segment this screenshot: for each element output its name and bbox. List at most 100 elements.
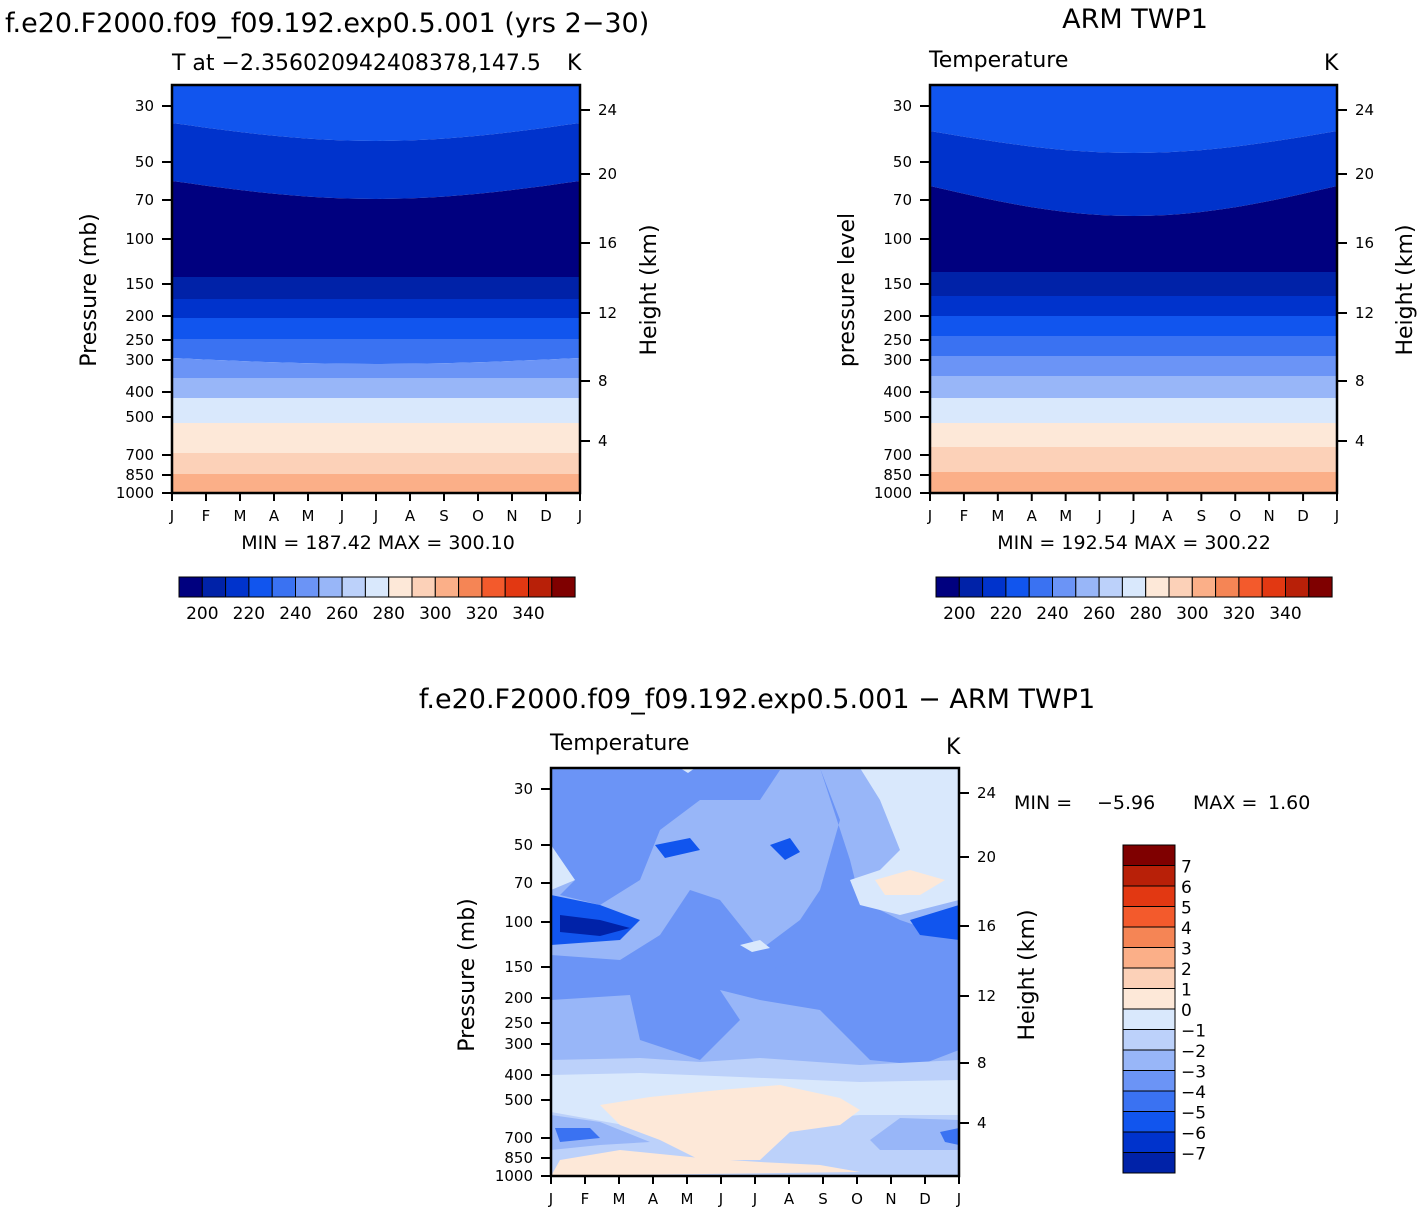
colorbar-swatch — [271, 576, 297, 598]
x-tick-label: M — [302, 507, 315, 525]
x-tick-label: S — [818, 1190, 828, 1208]
x-tick-label: M — [234, 507, 247, 525]
colorbar-swatch — [411, 576, 436, 598]
max-label: MAX = — [1193, 792, 1257, 814]
y-tick-label: 700 — [883, 446, 912, 464]
x-tick-label: F — [581, 1190, 590, 1208]
colorbar-swatch — [528, 576, 553, 598]
y-tick-label: 30 — [514, 780, 533, 798]
colorbar-label: −3 — [1181, 1063, 1206, 1083]
colorbar-swatch — [295, 576, 320, 598]
contour-region — [551, 845, 575, 890]
colorbar-swatch — [1122, 1111, 1176, 1133]
colorbar-label: 280 — [372, 604, 404, 624]
x-tick-label: J — [1130, 507, 1135, 525]
colorbar-swatch — [318, 576, 343, 598]
y-tick-label-right: 12 — [977, 987, 996, 1005]
colorbar-swatch — [1308, 576, 1333, 598]
colorbar-swatch — [1168, 576, 1193, 598]
y-tick-label: 50 — [135, 153, 154, 171]
contour-plot: J F M A M J J A S O N D J 30 50 70 100 150 200 250 300 400 500… — [874, 83, 1374, 525]
y-tick-label: 200 — [125, 307, 154, 325]
colorbar-swatch — [1098, 576, 1123, 598]
y-tick-label: 30 — [893, 97, 912, 115]
colorbar-swatch — [1122, 988, 1176, 1010]
x-tick-label: J — [1096, 507, 1101, 525]
colorbar-label: −2 — [1181, 1042, 1206, 1062]
y-tick-label-right: 12 — [598, 304, 617, 322]
min-max-label: MIN = 192.54 MAX = 300.22 — [997, 532, 1271, 554]
contour-band — [930, 398, 1337, 423]
y-tick-label-right: 16 — [977, 917, 996, 935]
y-tick-label: 30 — [135, 97, 154, 115]
colorbar-label: 4 — [1181, 919, 1192, 939]
colorbar-label: 200 — [186, 604, 218, 624]
contour-band — [930, 85, 1337, 153]
colorbar-label: 300 — [1176, 604, 1208, 624]
y-tick-label: 100 — [883, 230, 912, 248]
colorbar-label: −5 — [1181, 1104, 1206, 1124]
contour-band — [930, 186, 1337, 272]
x-tick-label: A — [1027, 507, 1038, 525]
colorbar-label: 340 — [512, 604, 544, 624]
colorbar-label: 320 — [1223, 604, 1255, 624]
contour-region — [770, 838, 800, 860]
y-tick-label: 300 — [883, 351, 912, 369]
x-tick-label: N — [885, 1190, 896, 1208]
colorbar-swatch — [1122, 1152, 1176, 1174]
contour-band — [930, 423, 1337, 447]
min-max-label: MIN = 187.42 MAX = 300.10 — [241, 532, 515, 554]
colorbar-label: 300 — [419, 604, 451, 624]
colorbar-label: −6 — [1181, 1124, 1206, 1144]
contour-plot: J F M A M J J A S O N D J 30 50 70 100 150 200 250 300 400 500… — [495, 766, 996, 1208]
x-tick-label: D — [1297, 507, 1309, 525]
colorbar: 200 220 240 260 280 300 320 340 — [935, 576, 1333, 624]
x-tick-label: D — [540, 507, 552, 525]
colorbar-label: 2 — [1181, 960, 1192, 980]
x-tick-label: O — [851, 1190, 863, 1208]
panel-subtitle: Temperature — [928, 48, 1068, 73]
x-tick-label: N — [506, 507, 517, 525]
contour-band — [172, 277, 580, 299]
contour-band — [172, 398, 580, 423]
y-axis-label: Pressure (mb) — [77, 213, 102, 367]
panel-subtitle: Temperature — [549, 731, 689, 756]
y-tick-label-right: 4 — [598, 432, 608, 450]
y-tick-label: 200 — [504, 989, 533, 1007]
y-tick-label: 70 — [893, 191, 912, 209]
colorbar-swatch — [982, 576, 1007, 598]
min-value: −5.96 — [1097, 792, 1155, 814]
x-tick-label: F — [202, 507, 211, 525]
y-tick-label: 500 — [504, 1091, 533, 1109]
x-tick-label: A — [405, 507, 416, 525]
y-tick-label: 850 — [504, 1149, 533, 1167]
x-tick-label: S — [1197, 507, 1207, 525]
y-tick-label: 700 — [504, 1129, 533, 1147]
contour-plot: J F M A M J J A S O N D J 30 50 70 100 150 200 250 300 400 500… — [116, 83, 617, 525]
colorbar-swatch — [178, 576, 203, 598]
x-tick-label: O — [472, 507, 484, 525]
colorbar-label: 3 — [1181, 940, 1192, 960]
contour-band — [930, 356, 1337, 376]
y-tick-label: 50 — [893, 153, 912, 171]
colorbar-swatch — [1121, 576, 1147, 598]
y-tick-label-right: 12 — [1355, 304, 1374, 322]
contour-band — [172, 85, 580, 141]
contour-band — [172, 358, 580, 378]
colorbar-swatch — [1122, 1090, 1176, 1112]
colorbar-swatch — [1122, 885, 1176, 907]
x-tick-label: J — [1334, 507, 1339, 525]
y-axis-label-right: Height (km) — [1393, 224, 1418, 355]
colorbar-swatch — [1122, 926, 1176, 948]
y-tick-label: 300 — [504, 1035, 533, 1053]
colorbar-swatch — [225, 576, 250, 598]
units-label: K — [1324, 51, 1339, 76]
colorbar-swatch — [248, 576, 273, 598]
x-tick-label: J — [956, 1190, 961, 1208]
x-tick-label: A — [784, 1190, 795, 1208]
y-tick-label: 1000 — [116, 484, 154, 502]
contour-band — [172, 474, 580, 493]
y-tick-label: 150 — [125, 275, 154, 293]
contour-band — [172, 378, 580, 398]
